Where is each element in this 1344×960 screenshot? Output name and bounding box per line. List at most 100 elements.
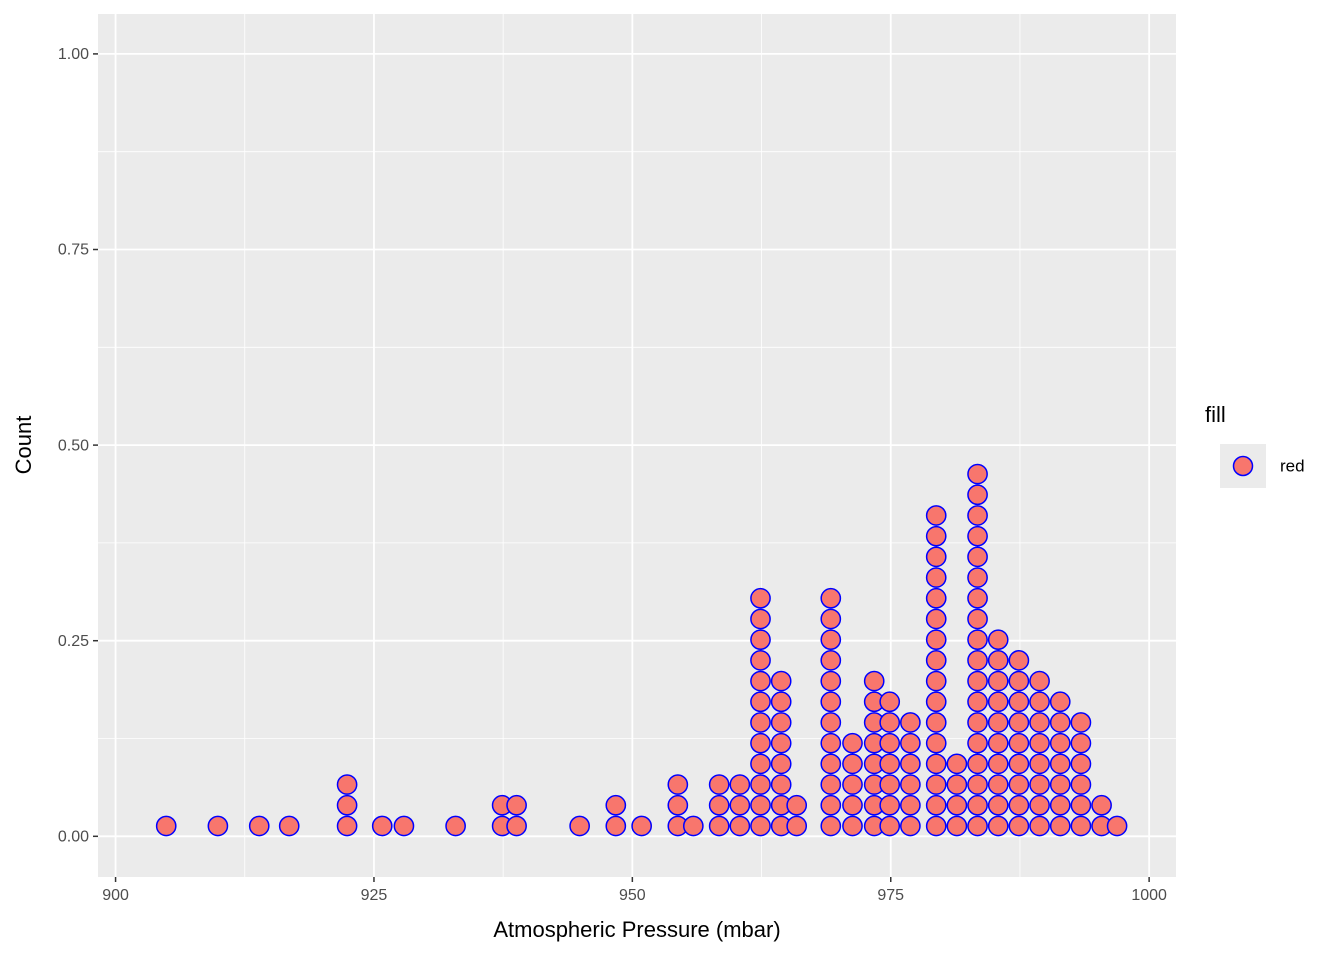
dot — [987, 732, 1009, 754]
dot — [820, 587, 842, 609]
x-axis-title: Atmospheric Pressure (mbar) — [493, 917, 780, 942]
dot — [1070, 732, 1092, 754]
y-tick-label: 1.00 — [58, 46, 89, 63]
dot — [750, 774, 771, 795]
dot — [925, 546, 947, 568]
dot — [925, 670, 947, 692]
dot — [946, 815, 968, 837]
dot — [1070, 815, 1092, 837]
y-axis-title: Count — [11, 416, 36, 475]
dot — [1008, 753, 1030, 775]
dot — [605, 815, 627, 837]
dot — [708, 815, 730, 837]
dot — [506, 815, 527, 837]
dot — [967, 463, 988, 485]
dot — [750, 670, 771, 692]
dot — [987, 691, 1009, 713]
dot — [987, 774, 1009, 795]
dot — [946, 774, 968, 795]
dot — [1029, 753, 1050, 775]
dot — [925, 691, 947, 713]
dot — [879, 774, 901, 795]
legend-title: fill — [1205, 402, 1226, 427]
dot — [506, 794, 527, 816]
dot — [900, 753, 921, 775]
dot — [879, 794, 901, 816]
dot — [987, 670, 1009, 692]
dot — [667, 794, 689, 816]
dot — [336, 794, 358, 816]
dot — [967, 732, 988, 754]
dot — [750, 691, 771, 713]
dot — [336, 815, 358, 837]
dot — [1070, 712, 1092, 733]
dot — [569, 815, 590, 837]
dot — [750, 794, 771, 816]
dot — [967, 691, 988, 713]
dot — [820, 691, 842, 713]
y-tick-label: 0.75 — [58, 242, 89, 259]
dot — [925, 525, 947, 547]
dot — [987, 815, 1009, 837]
dot — [708, 794, 730, 816]
dot — [770, 712, 792, 733]
dot — [967, 753, 988, 775]
dot — [770, 753, 792, 775]
dot — [842, 815, 863, 837]
dot — [820, 629, 842, 651]
dot — [820, 815, 842, 837]
dot — [925, 732, 947, 754]
dot — [946, 794, 968, 816]
dot — [770, 732, 792, 754]
dot — [967, 815, 988, 837]
dot — [1049, 732, 1071, 754]
dot — [1029, 712, 1050, 733]
dot — [925, 712, 947, 733]
dot — [946, 753, 968, 775]
dot — [750, 629, 771, 651]
dot — [967, 484, 988, 506]
dot — [786, 815, 808, 837]
dot — [820, 794, 842, 816]
dot — [1091, 794, 1112, 816]
dot — [987, 712, 1009, 733]
dot — [770, 691, 792, 713]
dot — [1070, 774, 1092, 795]
dot — [987, 629, 1009, 651]
dot — [750, 753, 771, 775]
dot — [879, 691, 901, 713]
dot — [967, 587, 988, 609]
dot — [682, 815, 704, 837]
dot — [879, 815, 901, 837]
dot — [842, 732, 863, 754]
dot — [729, 815, 751, 837]
dot — [1008, 691, 1030, 713]
dot — [967, 629, 988, 651]
x-tick-label: 975 — [877, 887, 904, 904]
dot — [925, 587, 947, 609]
y-tick-label: 0.25 — [58, 633, 89, 650]
dot — [1008, 670, 1030, 692]
dot — [631, 815, 653, 837]
dot — [900, 712, 921, 733]
dot — [967, 650, 988, 671]
dot — [750, 815, 771, 837]
dot — [1029, 670, 1050, 692]
dot — [987, 753, 1009, 775]
dot — [605, 794, 627, 816]
dot — [900, 794, 921, 816]
dot — [1049, 753, 1071, 775]
dot — [925, 505, 947, 526]
dot — [336, 774, 358, 795]
dot — [967, 546, 988, 568]
dot — [925, 608, 947, 630]
dot — [842, 753, 863, 775]
dot — [750, 650, 771, 671]
dot — [445, 815, 466, 837]
dot — [667, 774, 689, 795]
dot — [967, 505, 988, 526]
dot — [820, 732, 842, 754]
dots — [155, 463, 1128, 837]
dot — [750, 712, 771, 733]
y-tick-label: 0.00 — [58, 829, 89, 846]
